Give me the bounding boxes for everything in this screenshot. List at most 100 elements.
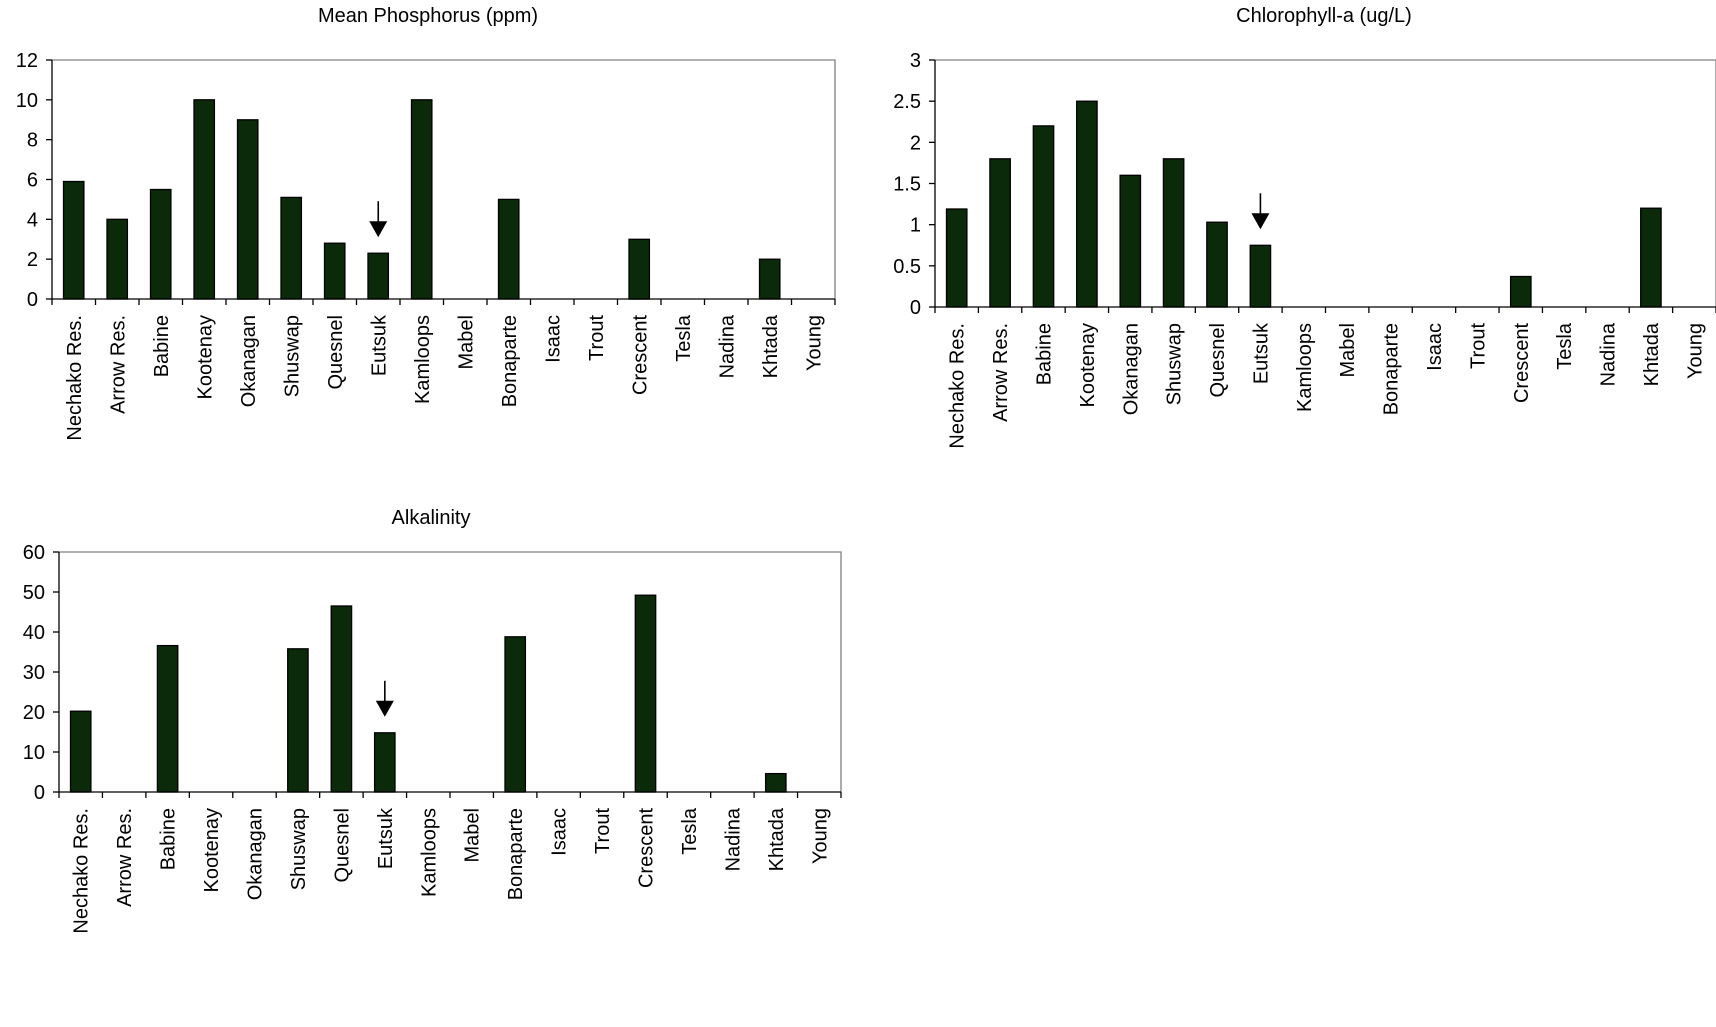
x-tick-label: Shuswap <box>288 808 310 890</box>
y-tick-label: 4 <box>27 209 38 231</box>
x-tick-label: Okanagan <box>245 808 267 900</box>
x-tick-label: Eutsuk <box>368 314 390 376</box>
y-tick-label: 10 <box>23 742 45 764</box>
x-tick-label: Trout <box>586 315 608 361</box>
bar-crescent <box>634 594 657 793</box>
x-tick-label: Khtada <box>760 314 782 378</box>
chart-title: Alkalinity <box>392 507 471 529</box>
x-tick-label: Quesnel <box>1207 323 1229 398</box>
x-tick-label: Nadina <box>722 807 744 871</box>
x-tick-label: Crescent <box>629 315 651 395</box>
x-tick-label: Kamloops <box>412 315 434 404</box>
y-tick-label: 12 <box>16 50 38 72</box>
bar-quesnel <box>330 605 353 793</box>
x-tick-label: Young <box>803 315 825 371</box>
x-tick-label: Arrow Res. <box>990 323 1012 422</box>
y-tick-label: 2 <box>27 249 38 271</box>
bar-quesnel <box>323 242 346 300</box>
y-tick-label: 30 <box>23 662 45 684</box>
y-tick-label: 0 <box>910 297 921 319</box>
down-arrow-icon <box>1251 193 1270 230</box>
down-arrow-icon <box>369 201 388 238</box>
bar-nechako-res <box>62 180 85 300</box>
bar-okanagan <box>1119 174 1142 308</box>
x-tick-label: Arrow Res. <box>107 315 129 414</box>
y-tick-label: 1 <box>910 215 921 237</box>
bar-crescent <box>628 238 651 300</box>
y-tick-label: 0.5 <box>893 256 921 278</box>
x-tick-label: Trout <box>592 808 614 854</box>
x-tick-label: Shuswap <box>1164 323 1186 405</box>
bar-shuswap <box>1162 158 1185 308</box>
chlorophyll-chart-svg: Chlorophyll-a (ug/L) 0 0.5 1 1.5 2 2.5 3 Nechako… <box>893 5 1716 449</box>
x-tick-label: Okanagan <box>1120 323 1142 415</box>
bar-eutsuk <box>367 252 390 300</box>
x-tick-label: Nechako Res. <box>947 323 969 449</box>
x-tick-label: Kootenay <box>1077 323 1099 408</box>
bar-khtada <box>764 772 787 793</box>
x-tick-label: Nadina <box>1598 322 1620 386</box>
y-tick-label: 10 <box>16 90 38 112</box>
bar-bonaparte <box>504 636 527 793</box>
x-tick-label: Young <box>1684 323 1706 379</box>
down-arrow-icon <box>375 680 394 717</box>
bar-eutsuk <box>373 732 396 793</box>
x-tick-label: Kootenay <box>194 315 216 400</box>
phosphorus-chart-svg: Mean Phosphorus (ppm) 0 2 4 6 8 10 12 Nechako Re… <box>16 5 836 441</box>
x-tick-label: Mabel <box>455 315 477 369</box>
alkalinity-chart: Alkalinity 0 10 20 30 40 50 60 Nechako Res. Arrow… <box>0 507 860 1027</box>
x-tick-label: Bonaparte <box>1381 323 1403 415</box>
y-tick-label: 1.5 <box>893 174 921 196</box>
bar-khtada <box>758 258 781 300</box>
x-tick-label: Eutsuk <box>375 807 397 869</box>
x-tick-label: Crescent <box>1511 323 1533 403</box>
x-tick-label: Isaac <box>542 315 564 363</box>
y-tick-label: 0 <box>34 782 45 804</box>
x-tick-label: Isaac <box>1424 323 1446 371</box>
bar-crescent <box>1509 275 1532 308</box>
bar-kootenay <box>193 99 216 300</box>
x-tick-label: Kamloops <box>1294 323 1316 412</box>
bar-babine <box>149 188 172 300</box>
x-tick-label: Crescent <box>636 808 658 888</box>
y-tick-label: 2 <box>910 132 921 154</box>
x-tick-label: Khtada <box>1641 322 1663 386</box>
y-tick-label: 50 <box>23 582 45 604</box>
bar-khtada <box>1640 207 1662 308</box>
x-tick-label: Babine <box>151 315 173 377</box>
x-tick-label: Bonaparte <box>505 808 527 900</box>
alkalinity-chart-svg: Alkalinity 0 10 20 30 40 50 60 Nechako Res. Arrow… <box>23 507 842 934</box>
bar-babine <box>156 644 179 793</box>
y-tick-label: 2.5 <box>893 91 921 113</box>
chart-title: Chlorophyll-a (ug/L) <box>1236 5 1412 27</box>
bar-bonaparte <box>497 198 520 300</box>
phosphorus-chart: Mean Phosphorus (ppm) 0 2 4 6 8 10 12 Nechako Re… <box>0 0 860 490</box>
y-tick-label: 20 <box>23 702 45 724</box>
x-tick-label: Tesla <box>673 314 695 362</box>
y-tick-label: 6 <box>27 170 38 192</box>
x-tick-label: Mabel <box>462 808 484 862</box>
bar-babine <box>1032 125 1055 308</box>
bar-arrow-res <box>989 158 1011 308</box>
chart-title: Mean Phosphorus (ppm) <box>318 5 538 27</box>
x-tick-label: Quesnel <box>325 315 347 390</box>
x-tick-label: Babine <box>1034 323 1056 385</box>
bar-quesnel <box>1206 221 1228 308</box>
bar-nechako-res <box>69 710 92 793</box>
y-tick-label: 40 <box>23 622 45 644</box>
x-tick-label: Tesla <box>1554 322 1576 370</box>
x-tick-label: Kamloops <box>418 808 440 897</box>
x-tick-label: Khtada <box>766 807 788 871</box>
x-tick-label: Babine <box>158 808 180 870</box>
x-tick-label: Mabel <box>1337 323 1359 377</box>
x-tick-label: Okanagan <box>238 315 260 407</box>
bar-arrow-res <box>106 218 129 300</box>
y-tick-label: 8 <box>27 130 38 152</box>
x-tick-label: Isaac <box>549 808 571 856</box>
x-tick-label: Eutsuk <box>1250 322 1272 384</box>
plot-frame <box>59 551 842 792</box>
plot-frame <box>52 59 836 299</box>
y-tick-label: 60 <box>23 542 45 564</box>
x-tick-label: Shuswap <box>281 315 303 397</box>
y-tick-label: 0 <box>27 289 38 311</box>
